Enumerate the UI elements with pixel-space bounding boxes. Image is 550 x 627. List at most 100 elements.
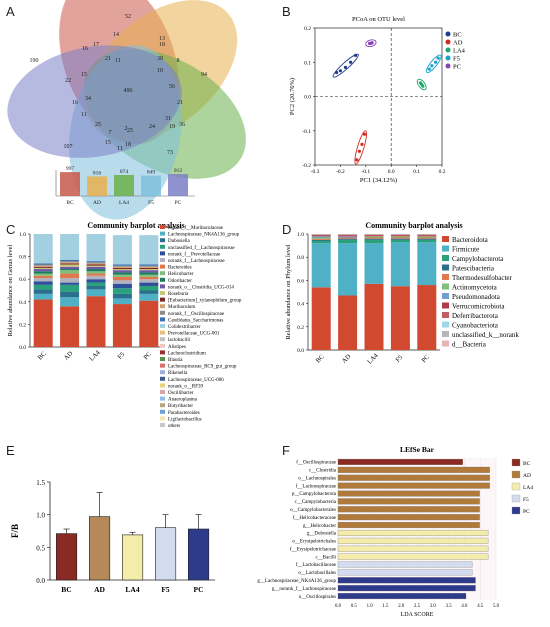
lefse-feature-label: f__Lactobacillaceae (296, 563, 337, 568)
lefse-feature-label: f__Lachnospiraceae (296, 484, 337, 489)
barplot-segment (60, 234, 80, 260)
barplot-segment (33, 263, 53, 265)
barplot-legend-swatch (160, 251, 165, 256)
pcoa-title: PCoA on OTU level (352, 16, 405, 23)
venn-bar-label: LA4 (119, 200, 129, 206)
barplot-legend-label: Prevotellaceae_UCG-001 (168, 332, 220, 337)
barplot-ytick-label: 0.6 (297, 278, 304, 284)
barplot-segment (390, 239, 410, 243)
venn-count: 73 (167, 150, 173, 156)
pcoa-xtick-label: -0.2 (336, 169, 345, 175)
barplot-segment (112, 298, 132, 305)
barplot-segment (417, 242, 437, 286)
barplot-category-label: BC (315, 353, 326, 364)
barplot-legend-swatch (160, 317, 165, 322)
lefse-feature-label: p__Campylobacterota (292, 492, 337, 497)
barplot-legend-label: Odoribacter (168, 279, 192, 284)
barplot-segment (33, 293, 53, 300)
barplot-legend-swatch (442, 312, 449, 318)
barplot-category-label: PC (420, 354, 431, 365)
pcoa-xtick-label: 0.0 (388, 169, 395, 175)
barplot-legend-swatch (160, 238, 165, 243)
lefse-legend-swatch-ad (511, 470, 521, 479)
lefse-bar (337, 474, 490, 481)
barplot-segment (364, 243, 384, 284)
barplot-legend-label: Alistipes (168, 345, 186, 350)
barplot-legend-label: norank_o__Clostridia_UCG-014 (168, 285, 234, 290)
lefse-feature-label: o__Erysipelotrichales (292, 540, 336, 545)
barplot-segment (86, 234, 106, 262)
fb-bar-bc (55, 533, 78, 581)
barplot-legend-swatch (160, 297, 165, 302)
pcoa-point-bc (343, 65, 348, 69)
barplot-legend-swatch (160, 383, 165, 388)
barplot-segment (139, 272, 159, 275)
barplot-legend-label: Campylobacterota (452, 255, 504, 263)
venn-count: 18 (159, 42, 165, 48)
barplot-segment (60, 306, 80, 347)
fb-category-label: PC (194, 585, 204, 594)
barplot-segment (33, 266, 53, 268)
barplot-legend-label: Butyribacter (168, 404, 193, 409)
barplot-segment (112, 288, 132, 294)
barplot-segment (311, 238, 331, 240)
panel-label-d: D (282, 222, 292, 237)
barplot-category-label: LA4 (88, 349, 102, 363)
barplot-legend-label: Pseudomonadota (452, 293, 501, 301)
barplot-segment (311, 287, 331, 350)
barplot-segment (86, 266, 106, 270)
barplot-segment (86, 279, 106, 283)
barplot-segment (33, 271, 53, 274)
barplot-legend-label: others (168, 424, 180, 429)
barplot-legend-label: Bacteroidota (452, 236, 489, 244)
barplot-legend-swatch (160, 376, 165, 381)
barplot-legend-label: norank_f__Prevotellaceae (168, 252, 221, 257)
pcoa-point-f5 (436, 56, 440, 60)
pcoa-legend-marker-pc (445, 63, 451, 69)
venn-count: 7 (109, 130, 112, 136)
barplot-legend-label: Actinomycetota (452, 284, 498, 292)
lefse-bar (337, 553, 489, 560)
barplot-segment (417, 239, 437, 243)
lefse-xtick-label: 4.5 (477, 604, 484, 609)
barplot-segment (33, 265, 53, 267)
barplot-segment (311, 237, 331, 239)
barplot-segment (139, 282, 159, 286)
venn-count: 190 (30, 58, 39, 64)
venn-bar-value: 849 (147, 170, 156, 176)
barplot-legend-label: Blautia (168, 358, 183, 363)
barplot-legend-label: Patescibacteria (452, 265, 495, 273)
barplot-legend-label: Bacteroides (168, 266, 192, 271)
barplot-segment (139, 293, 159, 301)
barplot-legend-swatch (442, 274, 449, 280)
barplot-category-label: F5 (394, 354, 404, 364)
barplot-legend-swatch (160, 416, 165, 421)
barplot-legend-swatch (160, 337, 165, 342)
barplot-segment (311, 239, 331, 241)
barplot-legend-swatch (160, 231, 165, 236)
lefse-bar (337, 529, 489, 536)
lefse-xtick-label: 5.0 (493, 604, 500, 609)
venn-count: 38 (157, 56, 163, 62)
barplot-category-label: F5 (116, 351, 126, 361)
venn-count: 11 (115, 58, 121, 64)
pcoa-ellipse-la4 (416, 78, 427, 91)
barplot-segment (60, 259, 80, 262)
pcoa-point-pc (370, 41, 374, 45)
barplot-category-label: PC (142, 351, 153, 362)
barplot-legend-swatch (160, 370, 165, 375)
lefse-bar (337, 490, 480, 497)
barplot-segment (390, 235, 410, 237)
barplot-category-label: AD (63, 350, 75, 362)
panel-label-e: E (6, 443, 15, 458)
venn-count: 25 (127, 128, 133, 134)
venn-bar-label: AD (93, 200, 101, 206)
venn-bar-pc (168, 174, 188, 196)
barplot-title: Community barplot analysis (365, 221, 462, 230)
lefse-bar (337, 537, 489, 544)
barplot-segment (33, 269, 53, 272)
barplot-segment (33, 264, 53, 266)
barplot-segment (60, 278, 80, 283)
lefse-xtick-label: 1.0 (367, 604, 374, 609)
lefse-bar (337, 458, 463, 465)
